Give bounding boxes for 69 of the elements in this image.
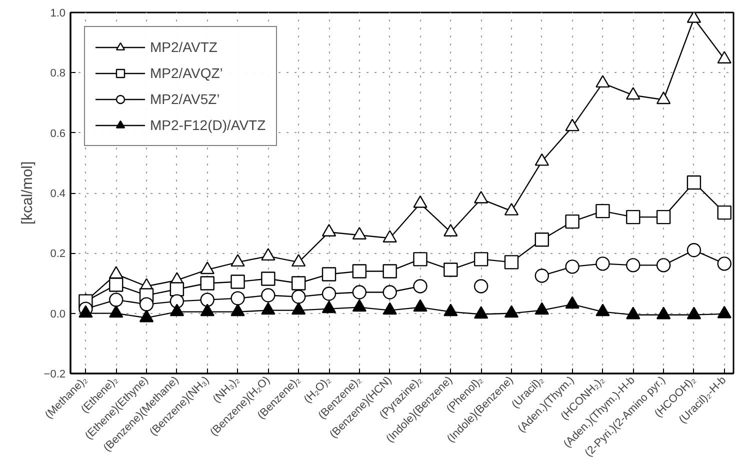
point <box>444 262 458 277</box>
point <box>565 118 580 132</box>
point <box>413 279 428 294</box>
point <box>261 248 276 261</box>
point <box>534 268 549 283</box>
point <box>565 214 580 229</box>
point <box>565 260 580 274</box>
legend-label: MP2/AVQZ’ <box>150 65 223 81</box>
point <box>322 286 336 301</box>
y-tick-label: −0.2 <box>44 368 66 380</box>
point <box>596 256 610 271</box>
point <box>352 227 367 240</box>
point <box>322 267 336 282</box>
point <box>230 254 245 267</box>
point <box>413 195 428 208</box>
point <box>504 202 519 216</box>
point <box>230 274 245 289</box>
y-tick-label: 0.4 <box>50 188 66 200</box>
point <box>717 205 732 220</box>
point <box>504 255 519 270</box>
point <box>626 87 640 100</box>
point <box>352 264 367 278</box>
y-axis-title: [kcal/mol] <box>18 161 36 225</box>
point <box>382 264 397 278</box>
point <box>626 210 640 224</box>
point <box>717 51 732 64</box>
point <box>686 243 702 258</box>
point <box>291 276 306 290</box>
y-tick-label: 1.0 <box>50 8 66 20</box>
point <box>291 290 306 304</box>
point <box>139 297 154 312</box>
point <box>291 254 306 267</box>
point <box>170 294 184 308</box>
y-tick-label: 0.0 <box>50 308 66 320</box>
point <box>474 252 488 266</box>
point <box>109 292 124 307</box>
point <box>382 285 397 300</box>
point <box>686 12 702 23</box>
point <box>382 230 397 242</box>
y-tick-label: 0.2 <box>50 248 66 260</box>
point <box>261 272 276 286</box>
legend-label: MP2-F12(D)/AVTZ <box>150 117 266 133</box>
point <box>656 92 671 104</box>
point <box>322 224 336 236</box>
point <box>626 258 640 272</box>
legend-label: MP2/AVTZ <box>150 39 218 55</box>
point <box>656 210 671 224</box>
point <box>717 256 732 271</box>
point <box>534 153 549 166</box>
point <box>352 285 367 300</box>
point <box>170 282 184 296</box>
point <box>474 190 488 204</box>
point <box>261 288 276 302</box>
point <box>230 291 245 306</box>
y-tick-label: 0.8 <box>50 68 66 80</box>
legend-label: MP2/AV5Z’ <box>150 91 220 107</box>
point <box>109 278 124 292</box>
point <box>596 75 610 88</box>
y-tick-label: 0.6 <box>50 128 66 140</box>
point <box>413 252 428 266</box>
point <box>686 175 702 190</box>
point <box>596 204 610 218</box>
point <box>444 224 458 236</box>
point <box>534 232 549 247</box>
point <box>200 276 214 290</box>
point <box>200 262 214 274</box>
point <box>474 279 488 294</box>
point <box>200 292 214 307</box>
point <box>656 258 671 272</box>
